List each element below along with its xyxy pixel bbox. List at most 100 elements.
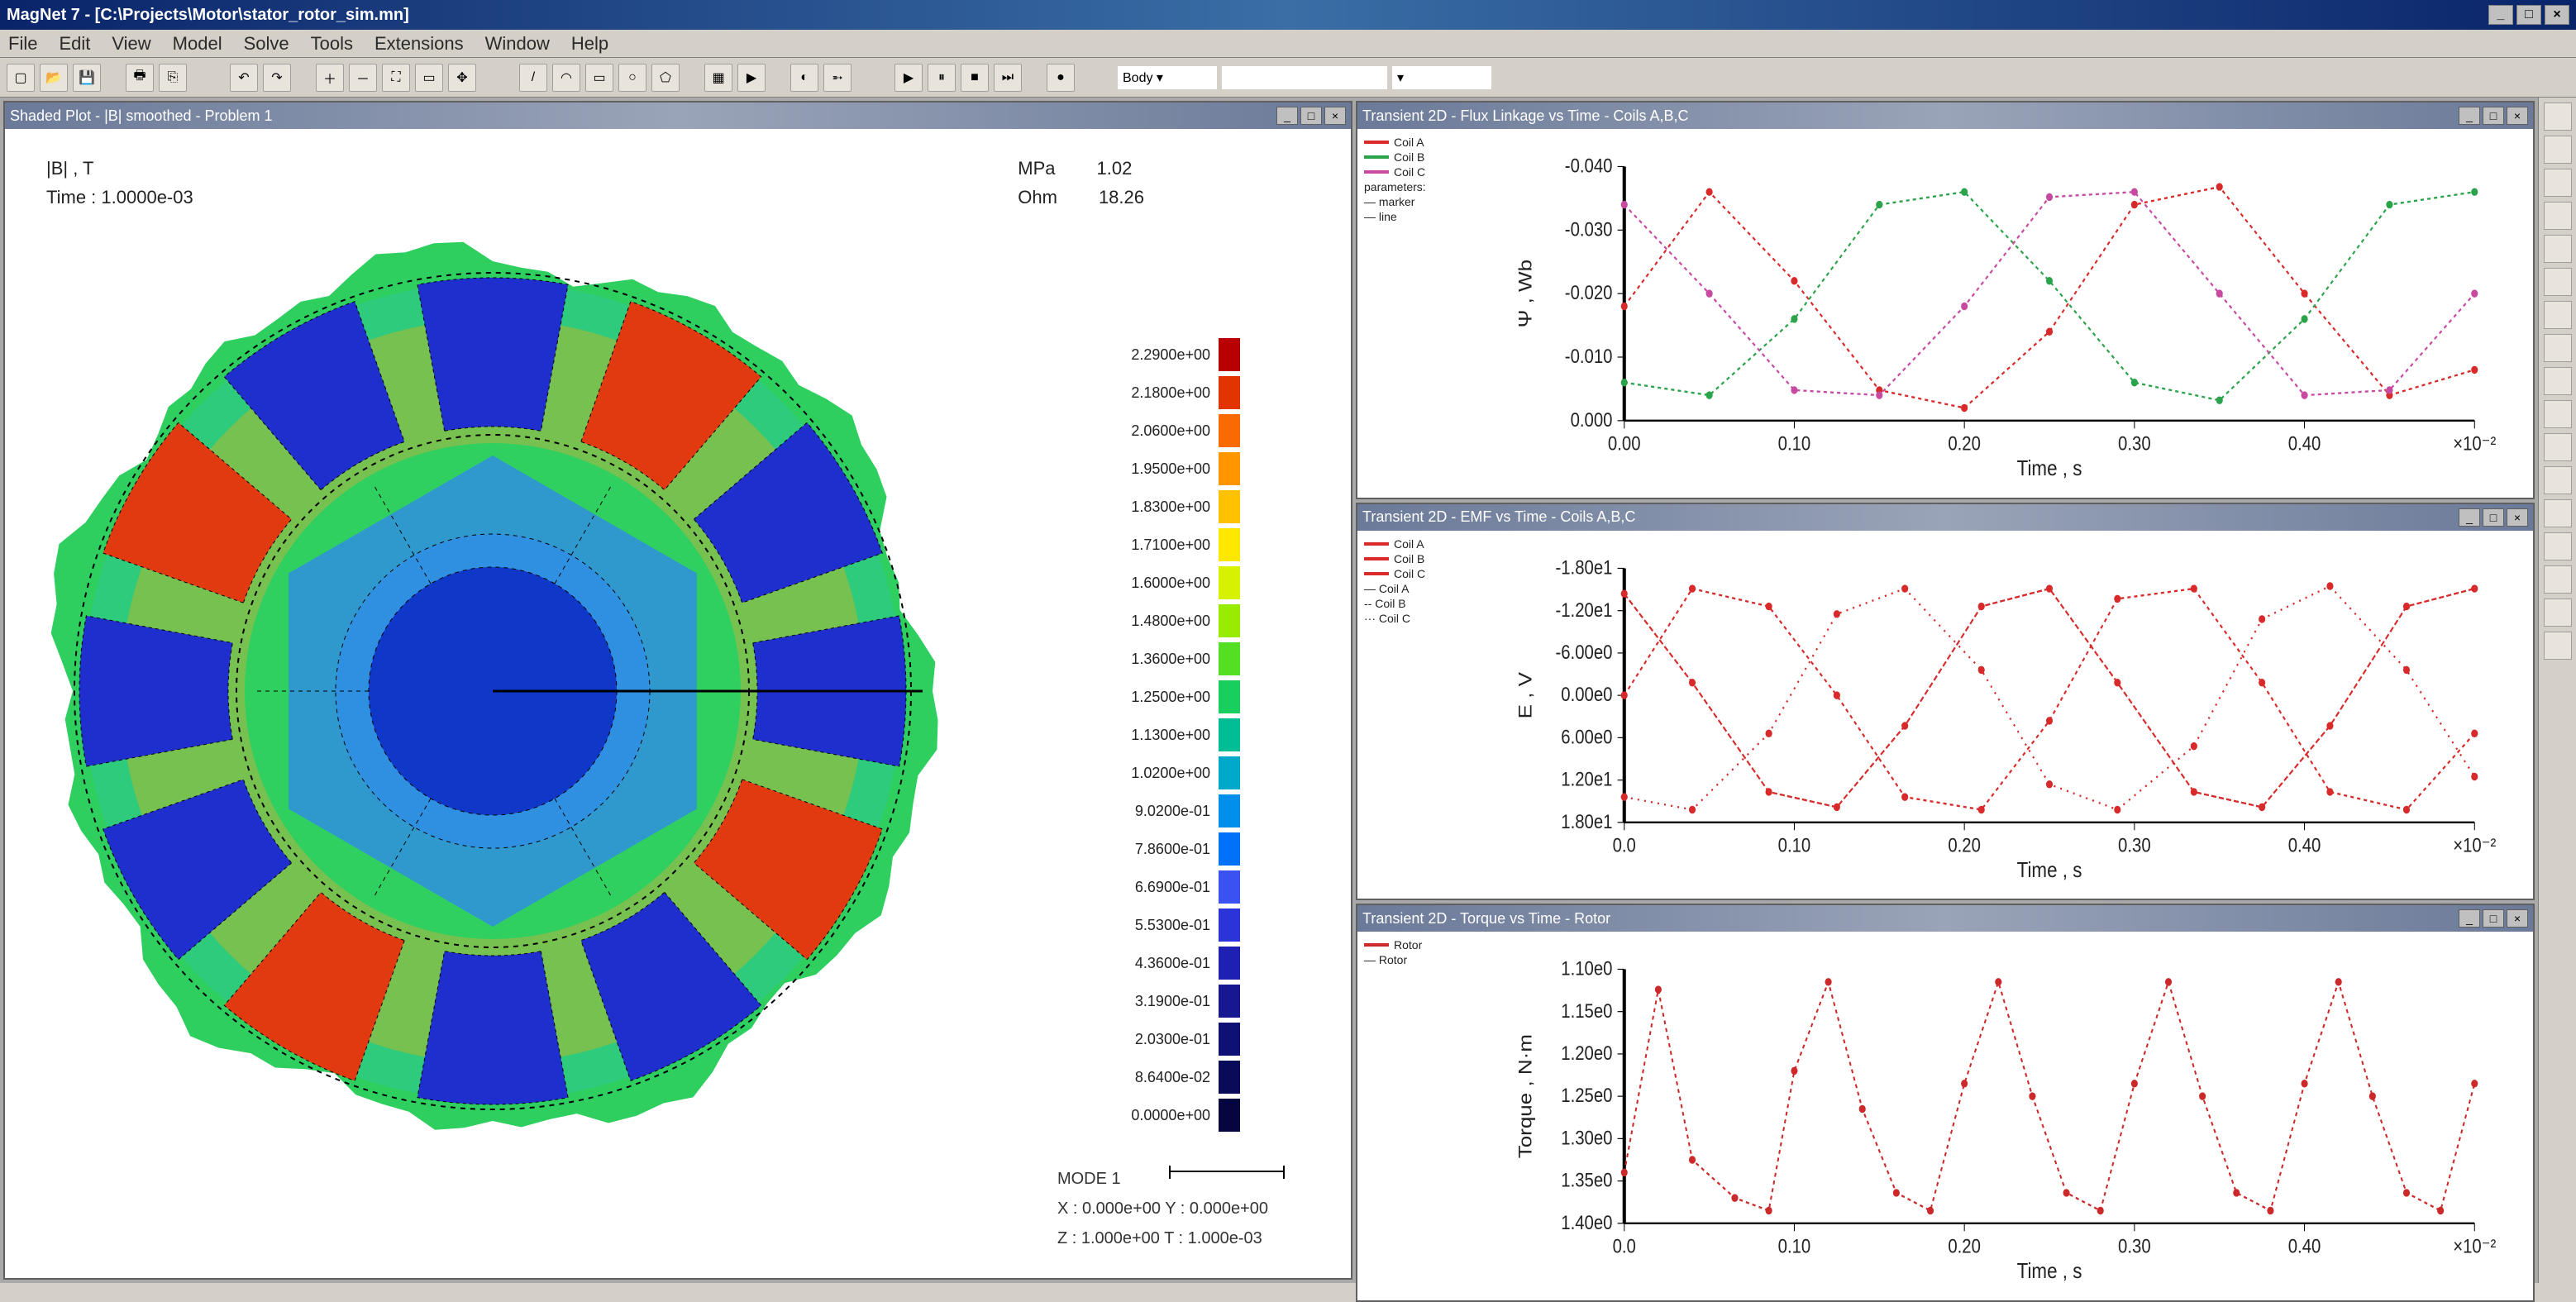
tr-k2: Ohm (1018, 183, 1057, 212)
legend-value: 2.1800e+00 (1111, 384, 1210, 402)
chart-titlebar-0[interactable]: Transient 2D - Flux Linkage vs Time - Co… (1357, 103, 2533, 129)
menu-tools[interactable]: Tools (311, 33, 353, 55)
chart-titlebar-1[interactable]: Transient 2D - EMF vs Time - Coils A,B,C… (1357, 504, 2533, 531)
toolbar-undo-button[interactable]: ↶ (230, 64, 258, 92)
chart-titlebar-2[interactable]: Transient 2D - Torque vs Time - Rotor _ … (1357, 905, 2533, 932)
legend-value: 1.0200e+00 (1111, 765, 1210, 782)
toolbar-solve-button[interactable]: ▶ (737, 64, 766, 92)
side-field-button[interactable] (2544, 268, 2572, 296)
toolbar-stop-button[interactable]: ■ (961, 64, 989, 92)
minimize-button[interactable]: _ (2488, 5, 2513, 25)
toolbar-mesh-button[interactable]: ▦ (704, 64, 732, 92)
toolbar-save-button[interactable]: 💾 (73, 64, 101, 92)
right-pane: Transient 2D - Flux Linkage vs Time - Co… (1356, 98, 2538, 1283)
side-rot-button[interactable] (2544, 169, 2572, 197)
legend-value: 1.1300e+00 (1111, 727, 1210, 744)
menu-window[interactable]: Window (485, 33, 550, 55)
toolbar-rect-button[interactable]: ▭ (585, 64, 613, 92)
menu-model[interactable]: Model (173, 33, 222, 55)
svg-text:1.10e0: 1.10e0 (1561, 957, 1612, 980)
toolbar-body-dropdown[interactable]: Body ▾ (1118, 66, 1217, 89)
legend-note: — Rotor (1364, 953, 1483, 966)
svg-text:Torque , N·m: Torque , N·m (1515, 1034, 1536, 1158)
toolbar-contour-button[interactable]: ◐ (790, 64, 818, 92)
chart-max-icon[interactable]: □ (2483, 508, 2504, 527)
side-info-button[interactable] (2544, 400, 2572, 428)
maximize-button[interactable]: □ (2516, 5, 2541, 25)
side-c-button[interactable] (2544, 532, 2572, 560)
chart-max-icon[interactable]: □ (2483, 107, 2504, 125)
toolbar-step-dropdown[interactable]: ▾ (1392, 66, 1491, 89)
side-d-button[interactable] (2544, 565, 2572, 594)
side-sel-button[interactable] (2544, 103, 2572, 131)
contour-window-titlebar[interactable]: Shaded Plot - |B| smoothed - Problem 1 _… (5, 103, 1351, 129)
toolbar-zoom-out-button[interactable]: － (349, 64, 377, 92)
chart-min-icon[interactable]: _ (2459, 909, 2480, 928)
legend-swatch (1219, 832, 1240, 866)
chart-close-icon[interactable]: × (2507, 508, 2528, 527)
toolbar-record-button[interactable]: ● (1047, 64, 1075, 92)
legend-row: 2.2900e+00 (1111, 336, 1243, 374)
side-move-button[interactable] (2544, 136, 2572, 164)
side-probe-button[interactable] (2544, 301, 2572, 329)
legend-swatch (1364, 557, 1389, 560)
svg-text:0.0: 0.0 (1613, 833, 1636, 856)
toolbar-zoom-in-button[interactable]: ＋ (316, 64, 344, 92)
side-a-button[interactable] (2544, 466, 2572, 494)
mdi-minimize-icon[interactable]: _ (1276, 107, 1298, 125)
svg-text:1.30e0: 1.30e0 (1561, 1127, 1612, 1149)
side-cut-button[interactable] (2544, 367, 2572, 395)
menu-solve[interactable]: Solve (244, 33, 289, 55)
close-button[interactable]: × (2545, 5, 2569, 25)
footer-zt: Z : 1.000e+00 T : 1.000e-03 (1057, 1223, 1268, 1253)
chart-plot-2: 1.10e01.15e01.20e01.25e01.30e01.35e01.40… (1490, 932, 2533, 1300)
chart-close-icon[interactable]: × (2507, 107, 2528, 125)
chart-min-icon[interactable]: _ (2459, 107, 2480, 125)
toolbar-redo-button[interactable]: ↷ (263, 64, 291, 92)
toolbar-pan-button[interactable]: ✥ (448, 64, 476, 92)
legend-value: 1.9500e+00 (1111, 460, 1210, 478)
menu-file[interactable]: File (8, 33, 37, 55)
legend-row: 6.6900e-01 (1111, 868, 1243, 906)
toolbar-copy-button[interactable]: ⎘ (159, 64, 187, 92)
menu-extensions[interactable]: Extensions (374, 33, 464, 55)
side-mesh-button[interactable] (2544, 235, 2572, 263)
side-cfg-button[interactable] (2544, 433, 2572, 461)
toolbar-play-button[interactable]: ▶ (894, 64, 923, 92)
toolbar-zoom-rect-button[interactable]: ▭ (415, 64, 443, 92)
toolbar-pause-button[interactable]: ⏸ (928, 64, 956, 92)
svg-text:Time , s: Time , s (2017, 1260, 2082, 1284)
chart-window-1: Transient 2D - EMF vs Time - Coils A,B,C… (1356, 503, 2535, 901)
toolbar-print-button[interactable]: 🖶 (126, 64, 154, 92)
toolbar-circle-button[interactable]: ○ (618, 64, 646, 92)
legend-value: 1.7100e+00 (1111, 537, 1210, 554)
mdi-maximize-icon[interactable]: □ (1300, 107, 1322, 125)
chart-max-icon[interactable]: □ (2483, 909, 2504, 928)
side-e-button[interactable] (2544, 599, 2572, 627)
svg-text:0.20: 0.20 (1948, 833, 1981, 856)
toolbar-vector-button[interactable]: ➵ (823, 64, 852, 92)
toolbar-poly-button[interactable]: ⬠ (651, 64, 680, 92)
side-b-button[interactable] (2544, 499, 2572, 527)
svg-text:0.30: 0.30 (2118, 833, 2151, 856)
svg-text:1.20e0: 1.20e0 (1561, 1042, 1612, 1065)
mdi-close-icon[interactable]: × (1324, 107, 1346, 125)
legend-value: 1.6000e+00 (1111, 575, 1210, 592)
toolbar-zoom-fit-button[interactable]: ⛶ (382, 64, 410, 92)
chart-min-icon[interactable]: _ (2459, 508, 2480, 527)
svg-text:0.40: 0.40 (2288, 1235, 2321, 1257)
toolbar-step-button[interactable]: ⏭ (994, 64, 1022, 92)
legend-value: 6.6900e-01 (1111, 879, 1210, 896)
menu-view[interactable]: View (112, 33, 150, 55)
toolbar-open-button[interactable]: 📂 (40, 64, 68, 92)
side-anim-button[interactable] (2544, 334, 2572, 362)
chart-close-icon[interactable]: × (2507, 909, 2528, 928)
menu-edit[interactable]: Edit (59, 33, 90, 55)
toolbar-arc-button[interactable]: ◠ (552, 64, 580, 92)
legend-swatch (1219, 1099, 1240, 1132)
toolbar-new-button[interactable]: ▢ (7, 64, 35, 92)
side-f-button[interactable] (2544, 632, 2572, 660)
toolbar-line-button[interactable]: / (519, 64, 547, 92)
menu-help[interactable]: Help (571, 33, 608, 55)
side-scale-button[interactable] (2544, 202, 2572, 230)
